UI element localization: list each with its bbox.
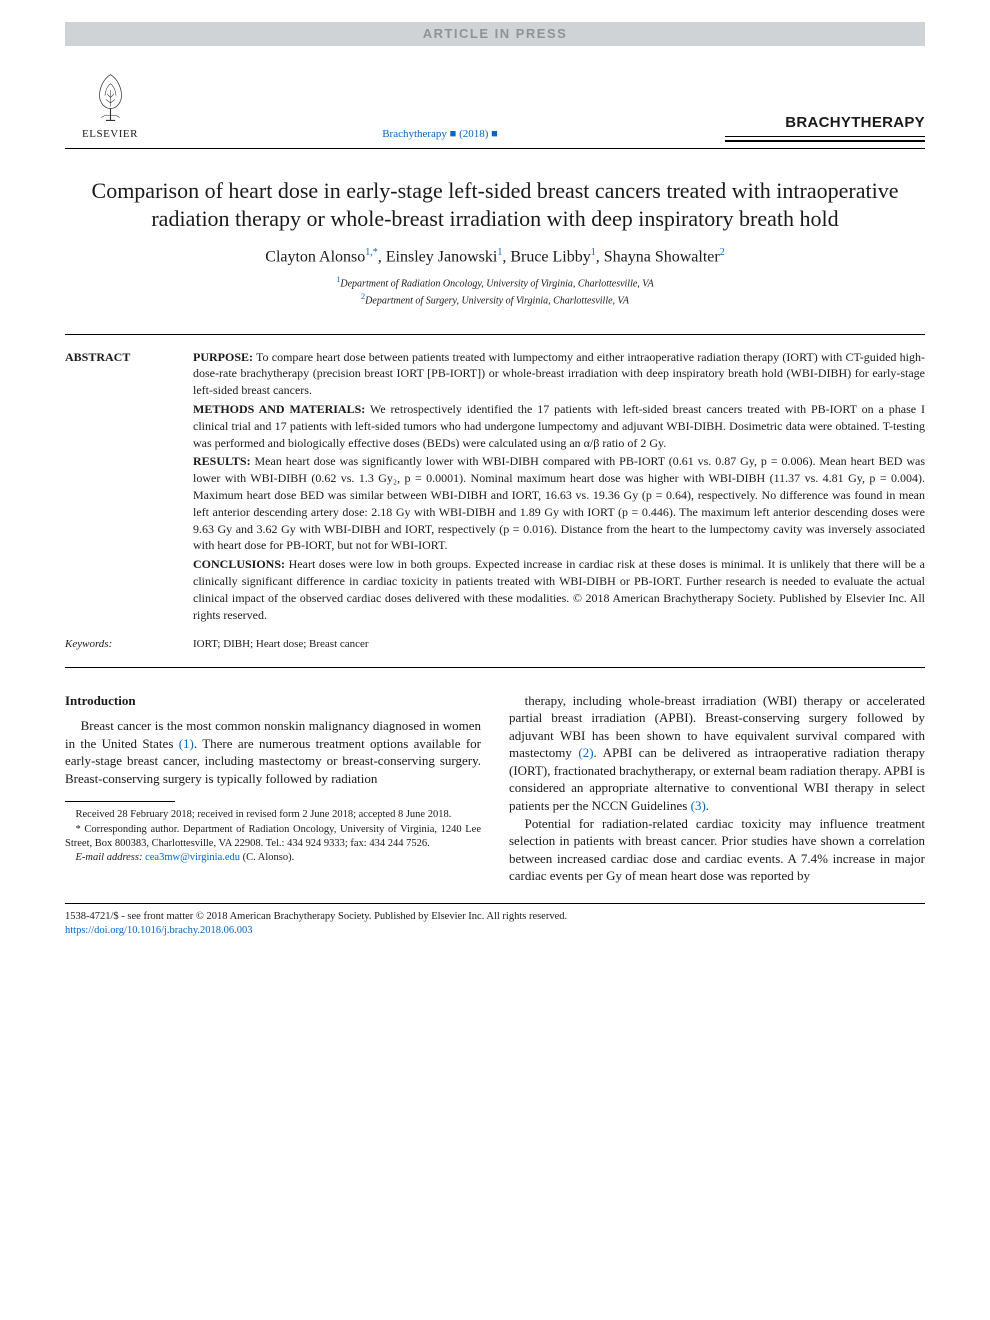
intro-heading: Introduction (65, 692, 481, 710)
journal-rule-icon (725, 136, 925, 142)
header-row: ELSEVIER Brachytherapy ■ (2018) ■ BRACHY… (65, 70, 925, 149)
keywords-value: IORT; DIBH; Heart dose; Breast cancer (193, 637, 925, 652)
copyright-line: 1538-4721/$ - see front matter © 2018 Am… (65, 910, 925, 924)
page-footer: 1538-4721/$ - see front matter © 2018 Am… (65, 903, 925, 938)
publisher-block: ELSEVIER (65, 70, 155, 142)
abstract-methods: METHODS AND MATERIALS: We retrospectivel… (193, 401, 925, 451)
keywords-label: Keywords: (65, 637, 175, 652)
intro-para-2: therapy, including whole-breast irradiat… (509, 692, 925, 815)
publisher-name: ELSEVIER (82, 127, 138, 142)
journal-name: BRACHYTHERAPY (725, 113, 925, 133)
doi-link[interactable]: https://doi.org/10.1016/j.brachy.2018.06… (65, 924, 925, 938)
footnote-received: Received 28 February 2018; received in r… (65, 808, 481, 822)
affiliations: 1Department of Radiation Oncology, Unive… (65, 274, 925, 308)
footnote-corresponding: * Corresponding author. Department of Ra… (65, 823, 481, 851)
abstract-label: ABSTRACT (65, 349, 175, 626)
page-container: ARTICLE IN PRESS ELSEVIER Brachytherapy … (0, 22, 990, 968)
intro-para-3: Potential for radiation-related cardiac … (509, 815, 925, 885)
footnotes: Received 28 February 2018; received in r… (65, 808, 481, 865)
abstract-body: PURPOSE: To compare heart dose between p… (193, 349, 925, 626)
column-left: Introduction Breast cancer is the most c… (65, 692, 481, 885)
article-title: Comparison of heart dose in early-stage … (85, 177, 905, 234)
author-list: Clayton Alonso1,*, Einsley Janowski1, Br… (65, 246, 925, 268)
abstract-results: RESULTS: Mean heart dose was significant… (193, 453, 925, 554)
intro-para-1: Breast cancer is the most common nonskin… (65, 717, 481, 787)
journal-block: BRACHYTHERAPY (725, 113, 925, 142)
affiliation-1: 1Department of Radiation Oncology, Unive… (65, 274, 925, 291)
footnote-rule (65, 801, 175, 802)
affiliation-2: 2Department of Surgery, University of Vi… (65, 291, 925, 308)
email-link[interactable]: cea3mw@virginia.edu (145, 852, 240, 863)
abstract-conclusions: CONCLUSIONS: Heart doses were low in bot… (193, 556, 925, 623)
abstract-purpose: PURPOSE: To compare heart dose between p… (193, 349, 925, 399)
article-in-press-banner: ARTICLE IN PRESS (65, 22, 925, 46)
body-columns: Introduction Breast cancer is the most c… (65, 692, 925, 885)
abstract-block: ABSTRACT PURPOSE: To compare heart dose … (65, 334, 925, 668)
citation-line: Brachytherapy ■ (2018) ■ (155, 127, 725, 142)
elsevier-tree-icon (83, 70, 138, 125)
column-right: therapy, including whole-breast irradiat… (509, 692, 925, 885)
footnote-email: E-mail address: cea3mw@virginia.edu (C. … (65, 851, 481, 865)
